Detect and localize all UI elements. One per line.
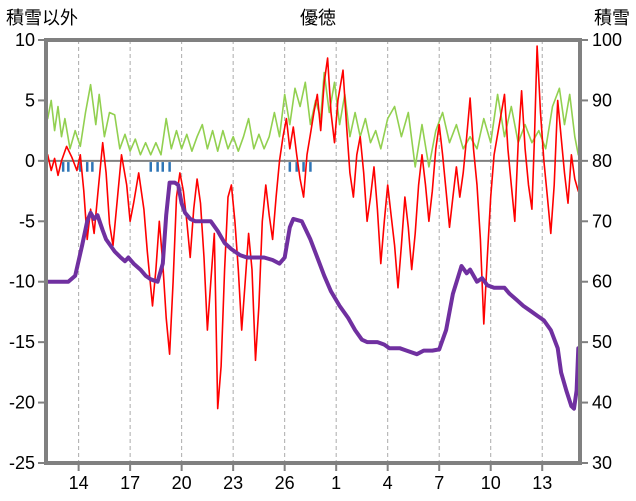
svg-text:70: 70 (592, 211, 612, 231)
svg-text:5: 5 (25, 90, 35, 110)
chart-header: 積雪以外 優徳 積雪 (0, 4, 636, 30)
svg-text:60: 60 (592, 272, 612, 292)
svg-text:23: 23 (223, 473, 243, 493)
svg-text:10: 10 (481, 473, 501, 493)
svg-text:80: 80 (592, 151, 612, 171)
svg-text:7: 7 (434, 473, 444, 493)
svg-text:-5: -5 (19, 211, 35, 231)
svg-text:13: 13 (532, 473, 552, 493)
svg-text:100: 100 (592, 30, 622, 50)
svg-text:4: 4 (383, 473, 393, 493)
svg-text:40: 40 (592, 393, 612, 413)
svg-text:20: 20 (172, 473, 192, 493)
svg-text:-10: -10 (9, 272, 35, 292)
svg-text:17: 17 (120, 473, 140, 493)
svg-text:1: 1 (331, 473, 341, 493)
svg-text:-25: -25 (9, 453, 35, 473)
svg-text:-20: -20 (9, 393, 35, 413)
svg-text:90: 90 (592, 90, 612, 110)
svg-text:50: 50 (592, 332, 612, 352)
svg-text:10: 10 (15, 30, 35, 50)
chart-title: 優徳 (300, 8, 336, 28)
left-axis-title: 積雪以外 (6, 8, 78, 28)
svg-text:-15: -15 (9, 332, 35, 352)
svg-text:14: 14 (69, 473, 89, 493)
right-axis-title: 積雪 (594, 8, 630, 28)
svg-text:26: 26 (275, 473, 295, 493)
svg-text:0: 0 (25, 151, 35, 171)
svg-text:30: 30 (592, 453, 612, 473)
